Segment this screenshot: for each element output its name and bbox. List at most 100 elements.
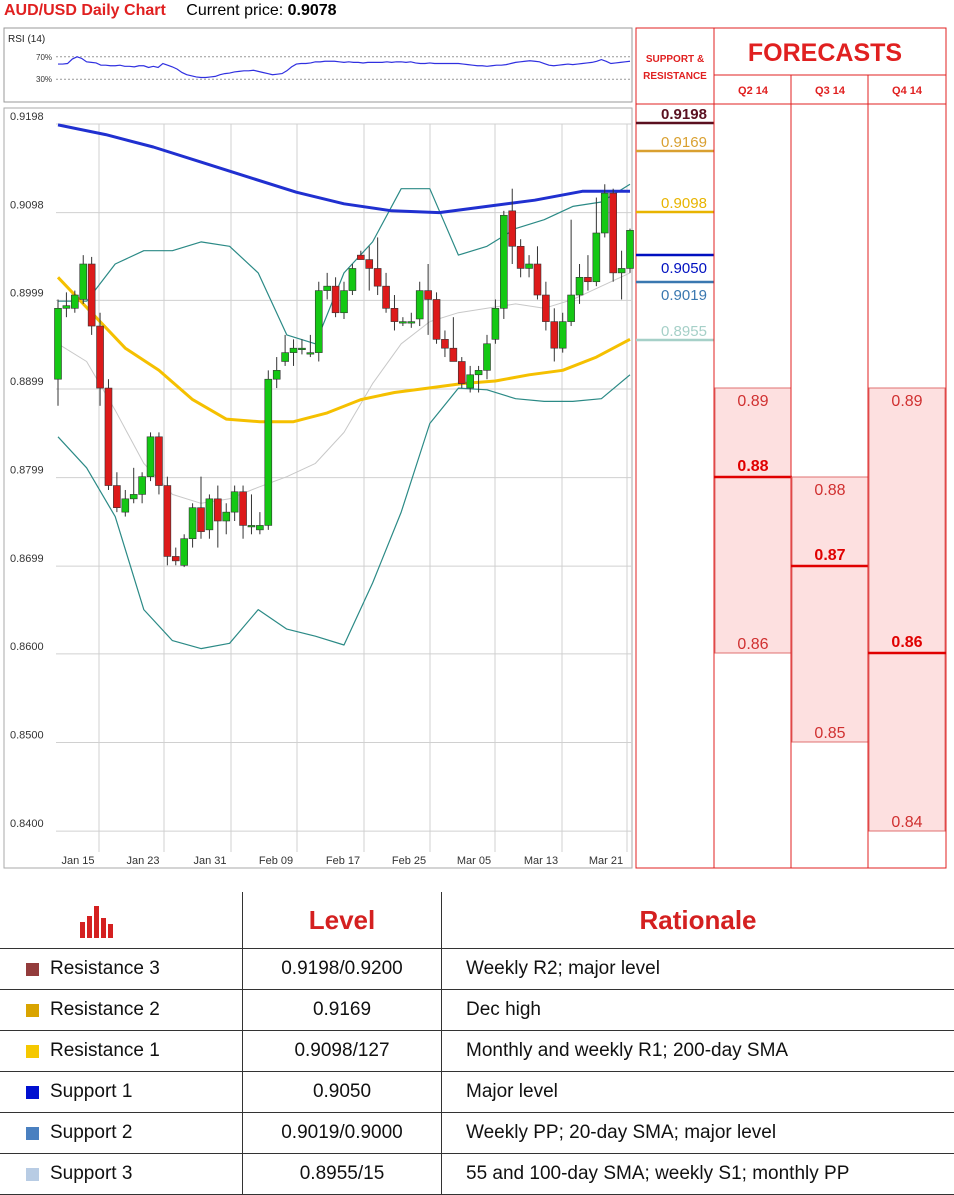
row-level: 0.9050 [243,1072,442,1113]
candle-body [172,556,179,560]
sr-level-label: 0.8955 [661,323,707,340]
candle-body [526,264,533,268]
candle-body [492,308,499,339]
candle-body [55,308,62,379]
row-rationale: 55 and 100-day SMA; weekly S1; monthly P… [442,1154,954,1195]
bar-chart-icon [78,900,138,940]
x-tick-label: Feb 25 [392,855,426,867]
forecast-high: 0.89 [737,393,768,410]
row-level: 0.8955/15 [243,1154,442,1195]
forecast-range-band [869,388,945,831]
row-level: 0.9019/0.9000 [243,1113,442,1154]
candle-body [223,512,230,521]
sr-level-label: 0.9098 [661,195,707,212]
forecast-mid: 0.88 [737,458,768,475]
forecast-low: 0.84 [891,814,922,831]
row-name: Support 3 [50,1163,132,1184]
candle-body [576,277,583,295]
candle-body [189,508,196,539]
sr-level-label: 0.9169 [661,134,707,151]
candle-body [139,477,146,495]
table-header-row: Level Rationale [0,892,954,949]
candle-body [307,353,314,355]
forecast-high: 0.88 [814,482,845,499]
candle-body [88,264,95,326]
row-name: Resistance 2 [50,999,160,1020]
row-level: 0.9098/127 [243,1031,442,1072]
candle-body [105,388,112,485]
x-tick-label: Jan 31 [193,855,226,867]
row-level: 0.9169 [243,990,442,1031]
forecast-range-band [792,477,868,742]
bars-icon-cell [0,892,243,949]
forecast-range-band [715,388,791,653]
x-tick-label: Feb 09 [259,855,293,867]
candle-body [467,375,474,388]
candle-body [240,492,247,526]
candle-body [475,370,482,374]
candle-body [416,291,423,319]
candle-body [290,348,297,352]
table-row: Support 2 0.9019/0.9000 Weekly PP; 20-da… [0,1113,954,1154]
row-name: Support 1 [50,1081,132,1102]
row-level: 0.9198/0.9200 [243,949,442,990]
candle-body [627,230,634,268]
sr-level-label: 0.9198 [661,106,707,123]
rsi-label: RSI (14) [8,34,45,45]
y-tick-label: 0.8899 [10,376,44,388]
candle-body [425,291,432,300]
candle-body [273,370,280,379]
forecast-title: FORECASTS [748,39,902,67]
row-rationale: Weekly PP; 20-day SMA; major level [442,1113,954,1154]
candle-body [324,286,331,290]
row-rationale: Weekly R2; major level [442,949,954,990]
row-color-swatch [26,1045,39,1058]
candle-body [357,255,364,259]
y-tick-label: 0.9198 [10,111,44,123]
y-tick-label: 0.8699 [10,553,44,565]
x-tick-label: Feb 17 [326,855,360,867]
y-tick-label: 0.8600 [10,641,44,653]
candle-body [559,322,566,349]
candle-body [332,286,339,313]
candle-body [122,499,129,512]
candle-body [601,193,608,233]
forecast-column-label: Q3 14 [815,85,846,97]
y-tick-label: 0.8799 [10,465,44,477]
x-tick-label: Mar 21 [589,855,623,867]
candle-body [248,525,255,527]
candle-body [450,348,457,361]
candle-body [509,211,516,246]
y-tick-label: 0.8500 [10,730,44,742]
row-rationale: Major level [442,1072,954,1113]
candle-body [534,264,541,295]
candle-body [231,492,238,512]
candle-body [383,286,390,308]
row-name: Resistance 1 [50,1040,160,1061]
x-tick-label: Jan 15 [61,855,94,867]
candle-body [147,437,154,477]
table-row: Resistance 1 0.9098/127 Monthly and week… [0,1031,954,1072]
levels-table: Level Rationale Resistance 3 0.9198/0.92… [0,892,954,1195]
table-row: Support 1 0.9050 Major level [0,1072,954,1113]
candle-body [610,193,617,273]
rationale-column-header: Rationale [442,892,954,949]
candle-body [441,339,448,348]
candle-body [63,306,70,309]
row-rationale: Dec high [442,990,954,1031]
x-tick-label: Jan 23 [126,855,159,867]
candle-body [282,353,289,362]
sr-header-line2: RESISTANCE [643,71,707,82]
chart-canvas: RSI (14)70%30%0.91980.90980.89990.88990.… [0,0,954,880]
forecast-low: 0.85 [814,725,845,742]
candle-body [206,499,213,530]
candle-body [71,295,78,308]
y-tick-label: 0.8999 [10,287,44,299]
forecast-column-label: Q2 14 [738,85,769,97]
row-color-swatch [26,1168,39,1181]
candle-body [97,326,104,388]
candle-body [568,295,575,322]
sr-header-line1: SUPPORT & [646,54,704,65]
candle-body [113,486,120,508]
candle-body [408,322,415,324]
